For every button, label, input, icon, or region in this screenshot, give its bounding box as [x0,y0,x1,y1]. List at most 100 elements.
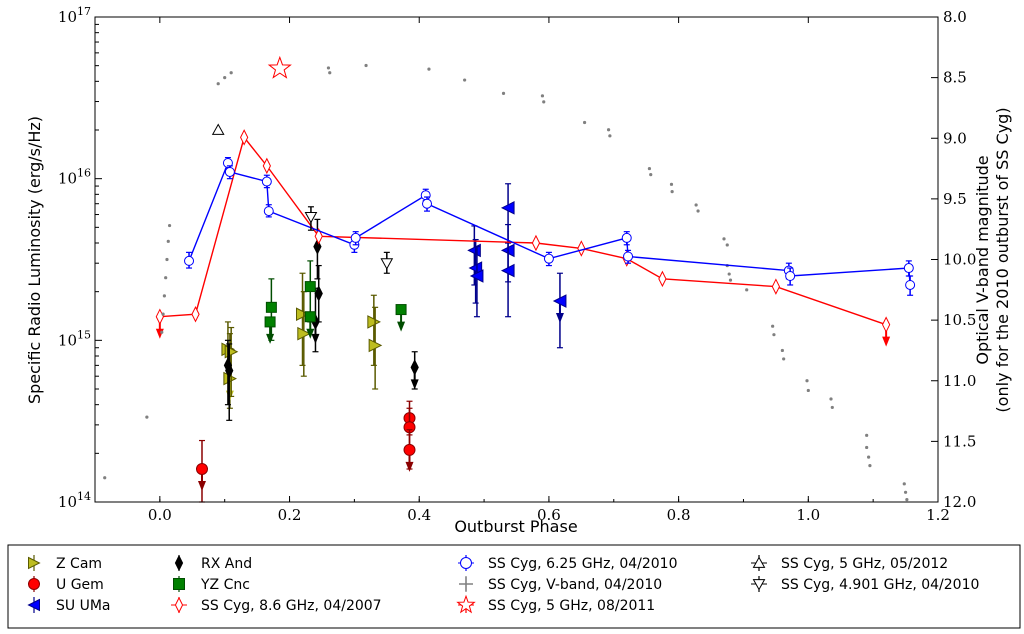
legend-label: SU UMa [56,598,111,614]
data-point [103,476,107,480]
data-point [162,294,166,298]
data-point [647,166,652,171]
y-tick-label: 1014 [58,490,91,511]
data-point [160,330,164,334]
series-ss-cyg-6-25-ghz-04-2010 [184,156,916,296]
data-point [902,482,906,486]
legend-label: SS Cyg, 6.25 GHz, 04/2010 [488,556,677,572]
legend-marker [752,556,766,568]
data-point [552,294,567,308]
data-point [500,201,515,215]
x-axis: 0.0 0.2 0.4 0.6 0.8 1.0 1.2 [94,17,950,524]
legend-label: YZ Cnc [200,577,250,593]
legend-entry: Z Cam [28,555,102,572]
series-ss-cyg-4-901-ghz-04-2010 [304,206,394,274]
y2-tick-label: 8.5 [943,69,967,87]
data-point [216,82,220,86]
upper-limit-arrowhead [882,336,891,347]
data-point [669,182,674,186]
data-point [410,359,419,376]
x-tick-label: 0.0 [148,506,172,524]
legend-label: Z Cam [56,556,102,572]
upper-limit-arrowhead [197,481,206,492]
data-point [395,304,407,316]
legend-entry: SS Cyg, 6.25 GHz, 04/2010 [458,555,677,572]
legend-entry: SS Cyg, V-band, 04/2010 [459,576,662,593]
legend-marker [174,596,184,614]
data-point [265,301,277,313]
data-point [905,279,916,290]
data-point [155,308,164,325]
data-point [167,223,172,228]
data-point [772,333,776,337]
data-point [623,251,634,262]
legend-marker [174,554,184,572]
x-axis-label: Outburst Phase [454,517,577,536]
data-point [621,232,632,243]
y-tick-label: 1015 [58,328,91,349]
data-point [903,490,908,494]
data-point [350,232,361,243]
data-point [606,128,611,132]
data-point [725,243,729,247]
data-point [240,129,249,146]
y-tick-label: 1017 [58,5,91,26]
data-point [314,285,323,302]
data-point [542,100,546,104]
data-point [223,76,227,80]
legend-marker [460,557,472,569]
plot-frame [94,16,939,503]
upper-limit-arrowhead [405,461,414,472]
legend-marker [456,594,476,614]
upper-limit-arrowhead [306,328,315,339]
legend-entry: SS Cyg, 5 GHz, 05/2012 [751,555,948,572]
y2-tick-label: 10.0 [943,251,976,269]
upper-limit-arrowhead [311,333,320,344]
data-point [468,261,483,275]
data-point [328,71,332,75]
y2-tick-label: 9.0 [943,129,967,147]
data-point [264,316,276,328]
plot-area [94,16,939,503]
data-point [865,445,869,450]
data-point [785,270,796,281]
data-point [867,455,871,459]
data-point [745,288,749,292]
series-ss-cyg-5-ghz-05-2012 [211,123,225,135]
data-point [166,239,170,243]
legend-label: SS Cyg, 8.6 GHz, 04/2007 [201,598,382,614]
data-point [262,157,271,175]
data-point [229,71,233,75]
data-point [164,276,168,280]
data-point [696,209,700,213]
data-point [608,134,612,138]
data-point [865,433,869,437]
legend-label: U Gem [56,577,104,593]
y-tick-label: 1016 [58,167,91,188]
data-point [905,497,909,502]
data-point [326,66,331,70]
upper-limit-arrowhead [397,321,406,332]
series-su-uma [467,183,567,349]
series-ss-cyg-v-band-04-2010 [103,63,909,502]
legend-marker [752,579,766,591]
data-point [195,463,208,476]
x-tick-label: 1.2 [926,506,950,524]
y2-tick-label: 8.0 [943,8,967,26]
data-point [422,198,433,209]
data-point [500,263,515,278]
data-point [145,415,149,419]
data-point [469,269,484,283]
data-point [297,326,311,341]
y2-tick-label: 10.5 [943,311,976,329]
data-point [830,405,834,410]
y2-axis: 8.0 8.5 9.0 9.5 10.0 10.5 11.0 11.5 12.0 [931,8,976,511]
data-point [368,338,383,353]
y2-axis-label-line2: (only for the 2010 outburst of SS Cyg) [993,107,1012,412]
data-point [771,324,775,328]
data-point [261,176,272,187]
legend-marker [27,598,40,612]
data-point [304,281,316,293]
data-point [780,348,784,353]
data-point [211,123,225,135]
